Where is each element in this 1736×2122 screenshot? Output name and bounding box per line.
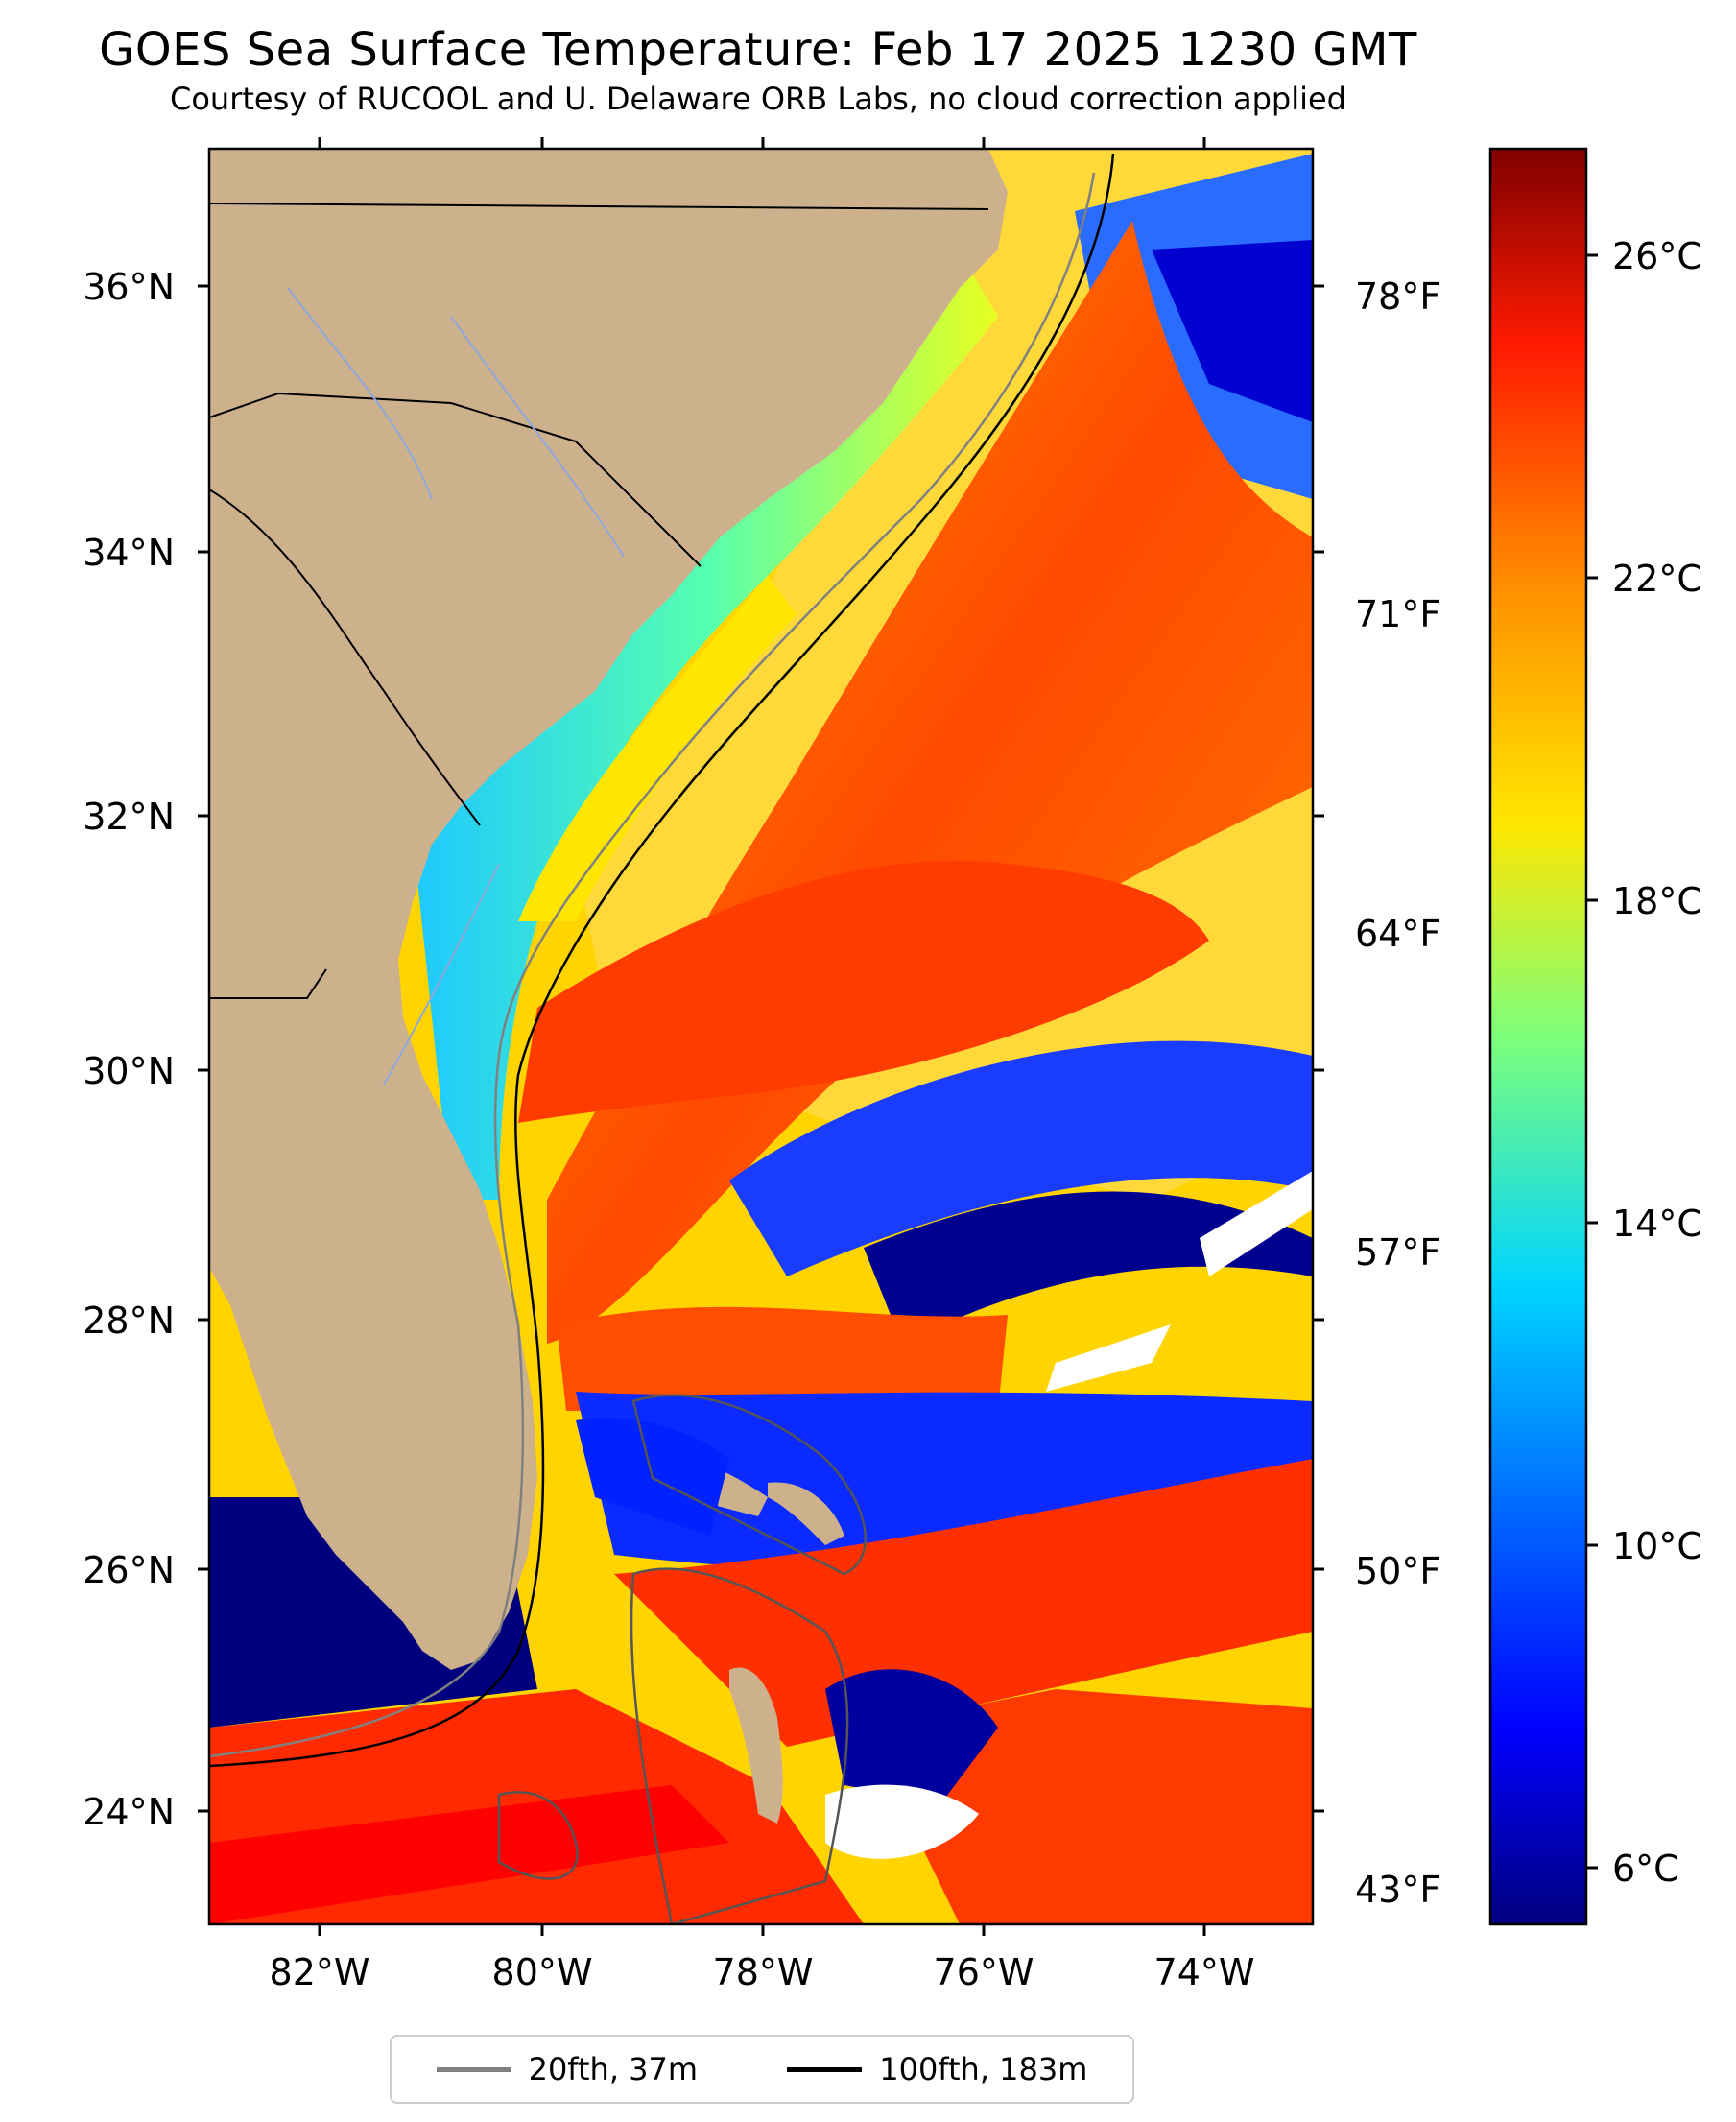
fahrenheit-label-57: 57°F: [1355, 1231, 1440, 1274]
fahrenheit-label-71: 71°F: [1355, 593, 1440, 635]
sst-imagery: [209, 149, 1313, 1924]
isobath-legend: 20fth, 37m 100fth, 183m: [390, 2035, 1134, 2104]
fahrenheit-label-78: 78°F: [1355, 275, 1440, 318]
legend-item-100fth: 100fth, 183m: [787, 2051, 1087, 2087]
fahrenheit-label-43: 43°F: [1355, 1869, 1440, 1911]
legend-label-20fth: 20fth, 37m: [528, 2051, 699, 2087]
colorbar: [1488, 147, 1588, 1926]
lon-label-76: 76°W: [934, 1951, 1034, 1993]
legend-line-black: [787, 2066, 863, 2072]
lon-label-80: 80°W: [492, 1951, 593, 1993]
map-title: GOES Sea Surface Temperature: Feb 17 202…: [99, 23, 1417, 77]
colorbar-label-26: 26°C: [1612, 235, 1702, 277]
colorbar-label-6: 6°C: [1612, 1848, 1679, 1890]
colorbar-label-10: 10°C: [1612, 1525, 1702, 1567]
lat-label-34: 34°N: [83, 532, 175, 574]
map-subtitle: Courtesy of RUCOOL and U. Delaware ORB L…: [170, 81, 1346, 117]
map-boundaries: [209, 153, 1115, 1924]
lat-label-36: 36°N: [83, 266, 175, 308]
legend-label-100fth: 100fth, 183m: [879, 2051, 1088, 2087]
latitude-axis: 36°N 34°N 32°N 30°N 28°N 26°N 24°N: [83, 266, 209, 1833]
map-frame: [207, 147, 1315, 1926]
lon-label-78: 78°W: [713, 1951, 814, 1993]
lat-label-30: 30°N: [83, 1050, 175, 1092]
fahrenheit-label-50: 50°F: [1355, 1550, 1440, 1592]
lat-label-24: 24°N: [83, 1791, 175, 1833]
lat-label-32: 32°N: [83, 796, 175, 838]
colorbar-label-22: 22°C: [1612, 558, 1702, 600]
fahrenheit-label-64: 64°F: [1355, 913, 1440, 955]
lat-label-26: 26°N: [83, 1549, 175, 1591]
lat-label-28: 28°N: [83, 1299, 175, 1342]
colorbar-label-14: 14°C: [1612, 1203, 1702, 1245]
lon-label-74: 74°W: [1154, 1951, 1255, 1993]
legend-item-20fth: 20fth, 37m: [436, 2051, 699, 2087]
lon-label-82: 82°W: [270, 1951, 370, 1993]
colorbar-label-18: 18°C: [1612, 880, 1702, 922]
fahrenheit-axis: 78°F 71°F 64°F 57°F 50°F 43°F: [1313, 275, 1440, 1911]
longitude-axis: 82°W 80°W 78°W 76°W 74°W: [270, 137, 1255, 1993]
colorbar-axis: 26°C 22°C 18°C 14°C 10°C 6°C: [1586, 235, 1702, 1890]
legend-line-gray: [436, 2066, 511, 2072]
